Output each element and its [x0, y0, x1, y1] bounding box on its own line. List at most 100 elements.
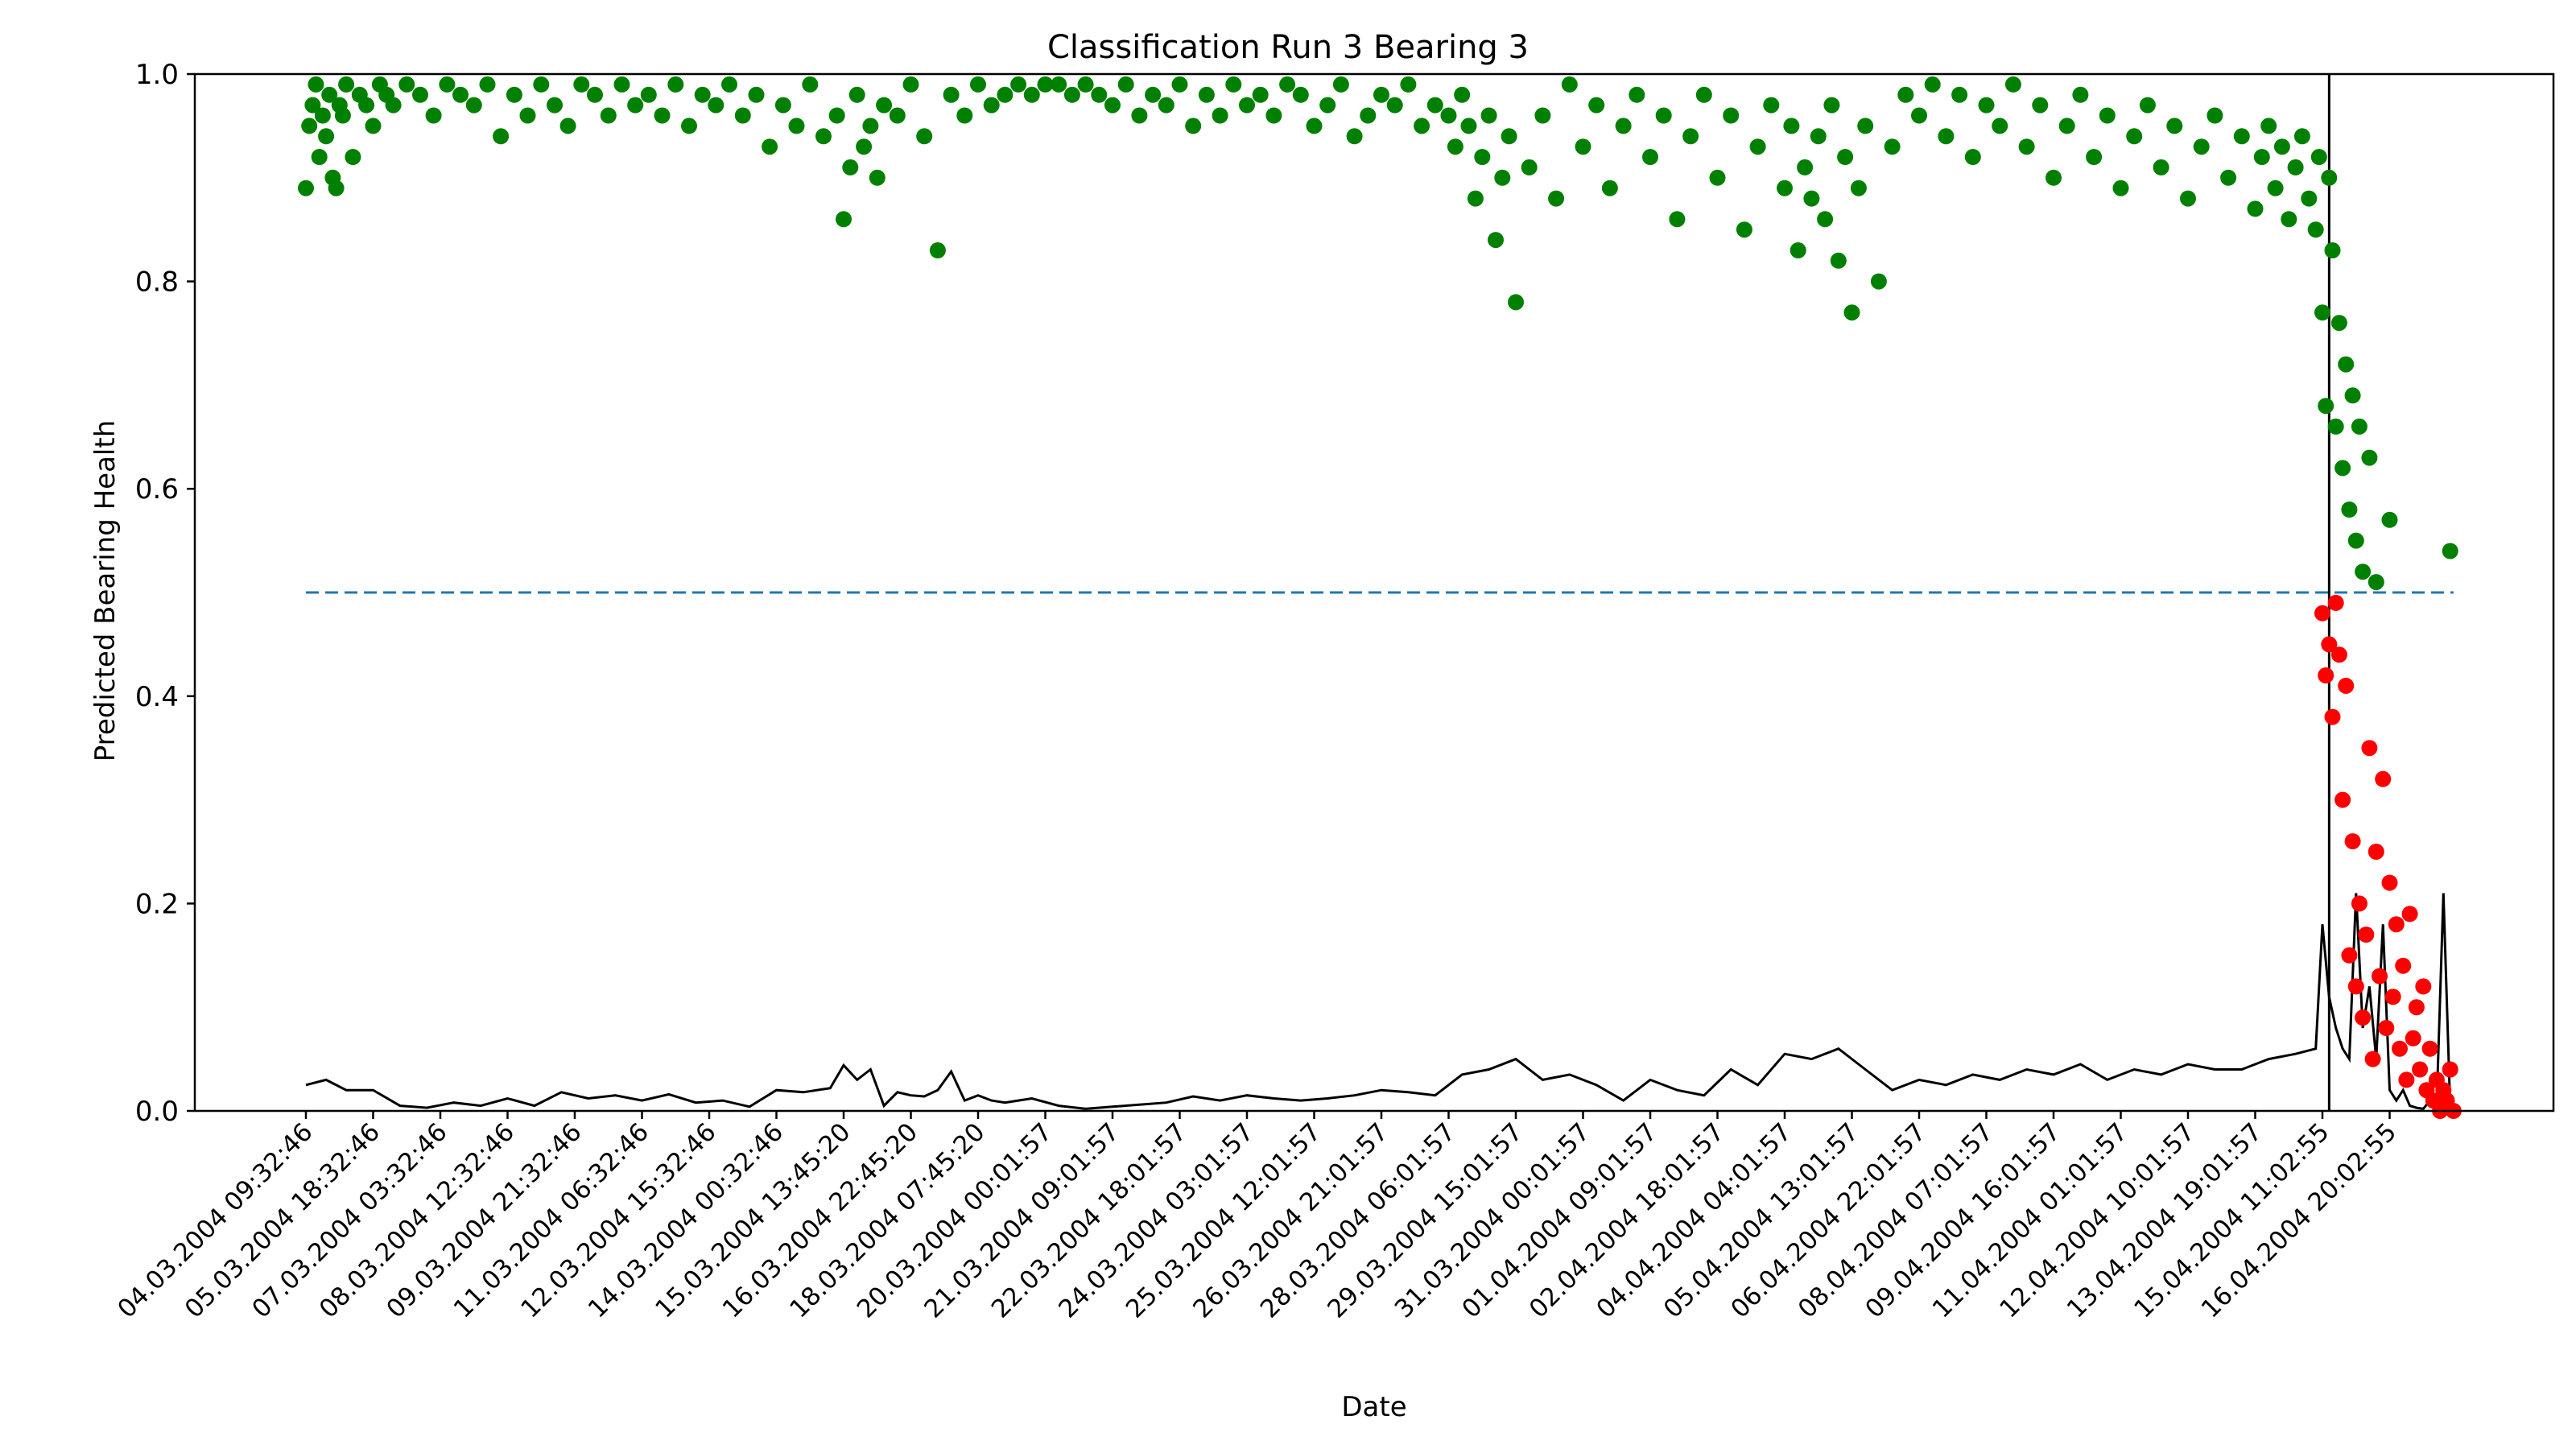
healthy-point: [2341, 502, 2358, 518]
faulty-point: [2347, 978, 2364, 995]
faulty-point: [2412, 1061, 2429, 1078]
healthy-point: [1850, 180, 1867, 196]
healthy-point: [2260, 118, 2277, 134]
healthy-point: [1198, 86, 1215, 103]
healthy-point: [2153, 159, 2169, 175]
faulty-point: [2364, 1051, 2381, 1067]
healthy-point: [1629, 86, 1645, 103]
healthy-point: [1306, 118, 1323, 134]
healthy-point: [1488, 232, 1504, 249]
healthy-point: [1964, 149, 1981, 165]
healthy-point: [1938, 128, 1955, 145]
healthy-point: [1548, 190, 1565, 207]
healthy-point: [734, 107, 751, 124]
healthy-point: [2347, 532, 2364, 549]
healthy-point: [862, 118, 879, 134]
healthy-point: [1400, 76, 1417, 93]
healthy-point: [519, 107, 536, 124]
healthy-point: [2318, 398, 2334, 415]
healthy-point: [836, 211, 852, 228]
faulty-point: [2398, 1071, 2415, 1088]
healthy-point: [465, 97, 482, 114]
faulty-point: [2321, 636, 2338, 653]
healthy-point: [1104, 97, 1121, 114]
healthy-point: [2166, 118, 2183, 134]
healthy-point: [1447, 138, 1463, 155]
healthy-point: [842, 159, 859, 175]
faulty-point: [2384, 989, 2401, 1005]
faulty-point: [2351, 895, 2368, 912]
healthy-point: [304, 97, 321, 114]
healthy-point: [627, 97, 644, 114]
healthy-point: [1992, 118, 2008, 134]
healthy-point: [916, 128, 933, 145]
healthy-point: [1575, 138, 1591, 155]
healthy-point: [1870, 273, 1887, 290]
faulty-point: [2378, 1020, 2395, 1036]
healthy-point: [1360, 107, 1377, 124]
faulty-point: [2421, 1040, 2438, 1057]
healthy-point: [2046, 169, 2062, 186]
healthy-point: [1588, 97, 1605, 114]
faulty-point: [2388, 916, 2405, 933]
healthy-point: [1185, 118, 1202, 134]
healthy-point: [2273, 138, 2290, 155]
healthy-point: [506, 86, 522, 103]
healthy-point: [398, 76, 415, 93]
healthy-point: [328, 180, 345, 196]
healthy-point: [1642, 149, 1658, 165]
healthy-point: [2314, 304, 2330, 321]
healthy-point: [2355, 564, 2372, 580]
healthy-point: [2253, 149, 2270, 165]
healthy-point: [1171, 76, 1188, 93]
healthy-point: [2072, 86, 2089, 103]
faulty-point: [2334, 791, 2351, 808]
healthy-point: [1494, 169, 1511, 186]
healthy-point: [1467, 190, 1484, 207]
healthy-point: [2099, 107, 2116, 124]
healthy-point: [452, 86, 469, 103]
faulty-point: [2381, 874, 2398, 891]
rolling-line: [305, 893, 2452, 1111]
healthy-point: [298, 180, 314, 196]
faulty-point: [2415, 978, 2432, 995]
healthy-point: [1332, 76, 1349, 93]
faulty-point: [2401, 906, 2418, 923]
healthy-point: [869, 169, 886, 186]
healthy-point: [311, 149, 328, 165]
healthy-point: [2086, 149, 2103, 165]
healthy-point: [2351, 418, 2368, 435]
healthy-point: [1837, 149, 1854, 165]
y-tick-label: 0.8: [135, 266, 179, 299]
healthy-point: [1682, 128, 1699, 145]
healthy-point: [2338, 356, 2355, 373]
healthy-point: [1252, 86, 1269, 103]
healthy-point: [1749, 138, 1766, 155]
healthy-point: [2293, 128, 2310, 145]
healthy-point: [1843, 304, 1860, 321]
healthy-point: [876, 97, 893, 114]
healthy-point: [1534, 107, 1551, 124]
healthy-point: [425, 107, 442, 124]
healthy-point: [1561, 76, 1578, 93]
healthy-point: [1723, 107, 1740, 124]
healthy-point: [889, 107, 906, 124]
healthy-point: [694, 86, 711, 103]
healthy-point: [1736, 221, 1752, 238]
healthy-point: [2018, 138, 2035, 155]
healthy-point: [308, 76, 324, 93]
healthy-point: [640, 86, 657, 103]
faulty-point: [2368, 844, 2384, 860]
faulty-point: [2344, 833, 2361, 850]
healthy-point: [1790, 242, 1806, 258]
faulty-point: [2392, 1040, 2408, 1057]
healthy-point: [2330, 315, 2347, 332]
healthy-point: [2442, 543, 2458, 559]
healthy-point: [1508, 294, 1524, 311]
y-tick-label: 0.6: [135, 473, 179, 506]
healthy-point: [802, 76, 819, 93]
healthy-point: [1695, 86, 1712, 103]
healthy-point: [2126, 128, 2143, 145]
x-axis-label: Date: [1341, 1391, 1406, 1423]
